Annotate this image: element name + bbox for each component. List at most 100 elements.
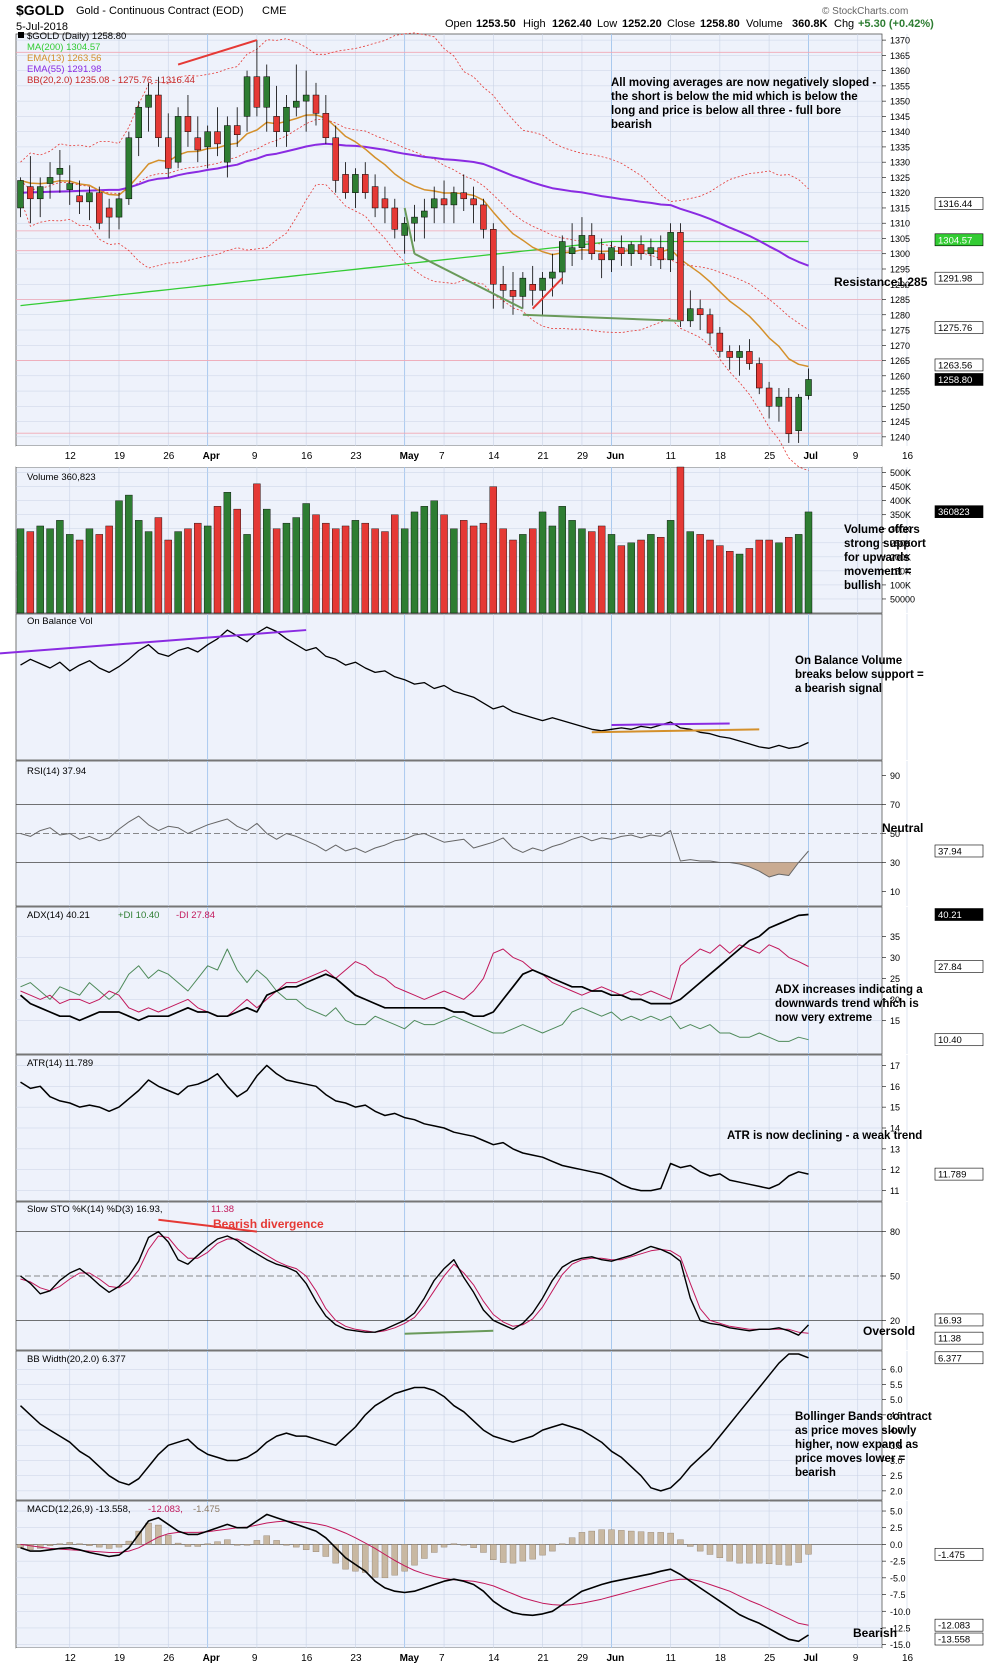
chg-label: Chg (834, 18, 854, 30)
volume-bar-4 (56, 520, 64, 614)
price-annotation-line-1: All moving averages are now negatively s… (611, 77, 876, 89)
candle-body-15 (165, 137, 172, 169)
price-tick-17: 1325 (890, 173, 910, 183)
candle-body-38 (391, 207, 399, 230)
date-axis-bottom-label-2: 26 (163, 1653, 175, 1664)
panel-bbw (15, 1350, 883, 1501)
macd-hist-bar-9 (105, 1544, 113, 1549)
volume-bar-71 (716, 545, 724, 614)
date-axis-top-label-9: 14 (488, 451, 500, 462)
macd-hist-bar-73 (736, 1544, 743, 1564)
bbw-tag: 6.377 (938, 1353, 962, 1364)
macd-hist-bar-42 (431, 1544, 438, 1553)
candle-body-18 (194, 137, 202, 151)
price-tick-7: 1275 (890, 326, 910, 336)
date-axis-top-label-11: 29 (577, 451, 589, 462)
macd-hist-bar-50 (509, 1544, 517, 1564)
candle-body-12 (135, 106, 142, 139)
obv-resistance-line (611, 722, 730, 726)
price-tick-3: 1255 (890, 387, 910, 397)
candle-body-34 (352, 174, 359, 193)
candle-body-72 (726, 351, 733, 358)
date-axis-bottom-label-7: May (400, 1653, 420, 1664)
adx-annotation-line-1: ADX increases indicating a (775, 984, 923, 996)
macd-hist-bar-80 (805, 1544, 812, 1555)
adx-tag-adx: 40.21 (938, 910, 962, 921)
volume-bar-17 (184, 528, 192, 614)
candle-body-6 (76, 195, 83, 203)
volume-tick-5: 250K (890, 538, 911, 548)
adx-tag-mdi: 27.84 (938, 962, 962, 973)
bbw-annotation-line-2: as price moves slowly (795, 1425, 917, 1437)
obv-annotation-line-2: breaks below support = (795, 669, 924, 681)
price-tag-2: 1291.98 (938, 274, 972, 285)
obv-annotation: On Balance Volume breaks below support =… (795, 655, 924, 695)
date-axis-bottom-label-15: 25 (764, 1653, 776, 1664)
sto-tick-2: 20 (890, 1316, 900, 1326)
bb-upper-band (20, 32, 809, 202)
atr-line (20, 1064, 809, 1192)
price-tag-3-box (934, 321, 984, 335)
candle-body-47 (480, 204, 487, 230)
volume-bar-21 (223, 492, 232, 614)
bbw-tag-box (934, 1351, 984, 1365)
macd-hist-bar-13 (145, 1522, 152, 1545)
price-tag-4-box (934, 358, 984, 372)
volume-bar-12 (134, 520, 143, 614)
date-axis-top-label-5: 16 (301, 451, 313, 462)
atr-tick-3: 14 (890, 1124, 900, 1134)
macd-hist-bar-64 (647, 1532, 655, 1545)
price-tick-1: 1245 (890, 417, 910, 427)
adx-tick-1: 30 (890, 953, 900, 963)
volume-bar-20 (213, 506, 222, 614)
candle-body-51 (519, 277, 527, 297)
macd-hist-bar-37 (381, 1544, 389, 1579)
volume-bar-35 (361, 522, 369, 614)
macd-hist-bar-23 (243, 1544, 251, 1546)
macd-hist-bar-32 (332, 1544, 339, 1564)
macd-hist-bar-63 (637, 1531, 645, 1545)
atr-tick-6: 11 (890, 1186, 899, 1196)
volume-bar-79 (794, 534, 803, 614)
sto-k-line (20, 1230, 810, 1336)
volume-tick-6: 200K (890, 552, 911, 562)
volume-bar-6 (75, 539, 84, 614)
volume-bar-55 (558, 506, 566, 614)
high-value: 1262.40 (552, 18, 592, 30)
macd-hist-bar-39 (401, 1544, 408, 1572)
volume-bar-37 (381, 531, 389, 614)
price-tick-8: 1280 (890, 310, 910, 320)
candle-body-21 (224, 125, 231, 163)
price-tick-0: 1240 (890, 432, 910, 442)
volume-bar-74 (745, 548, 754, 614)
macd-legend-a: MACD(12,26,9) -13.558, (27, 1504, 131, 1515)
rsi-legend: RSI(14) 37.94 (27, 766, 86, 777)
volume-bar-54 (548, 525, 557, 614)
volume-bar-39 (400, 528, 409, 614)
macd-hist-bar-44 (450, 1543, 458, 1545)
candle-body-58 (588, 235, 596, 254)
candle-body-69 (696, 308, 704, 316)
candle-body-0 (17, 180, 24, 209)
volume-bar-46 (469, 525, 478, 614)
volume-bar-53 (538, 511, 547, 614)
sto-tag-k-box (934, 1313, 984, 1327)
rsi-tick-4: 10 (890, 887, 900, 897)
exchange-label: CME (262, 5, 286, 17)
adx-tick-2: 25 (890, 974, 900, 984)
candle-body-43 (440, 198, 448, 206)
volume-legend: Volume 360,823 (27, 472, 96, 483)
date-axis-top-label-13: 11 (666, 451, 677, 462)
rsi-tick-1: 70 (890, 800, 900, 810)
low-label: Low (597, 18, 617, 30)
bb-lower-band (20, 184, 809, 472)
volume-tick-2: 400K (890, 496, 911, 506)
copyright-label: © StockCharts.com (822, 6, 908, 17)
date-axis-bottom-label-10: 21 (538, 1653, 550, 1664)
date-axis-top-label-0: 12 (65, 451, 77, 462)
candle-body-71 (716, 332, 724, 352)
price-tag-5-box (934, 373, 984, 386)
volume-bar-65 (657, 536, 665, 614)
volume-bar-56 (568, 520, 576, 614)
